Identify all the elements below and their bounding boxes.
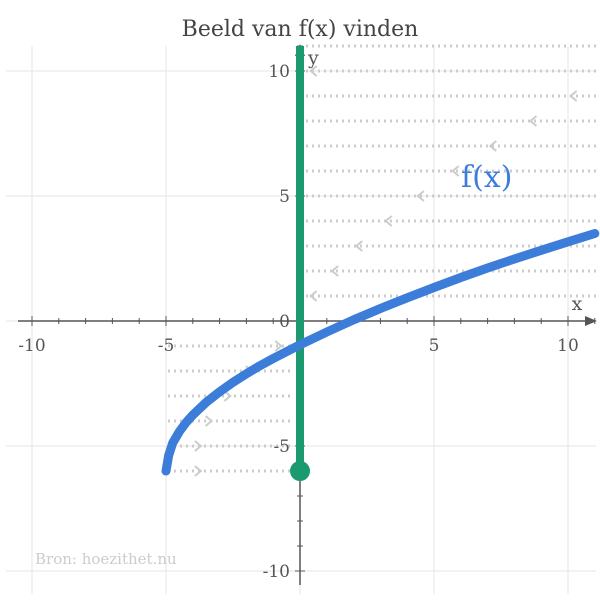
series-f-line (161, 229, 600, 476)
y-tick-label: -10 (263, 562, 290, 582)
arrow-head (194, 440, 203, 452)
y-tick-label: 10 (268, 62, 290, 82)
y-axis-label: y (307, 47, 319, 69)
arrow-head (416, 190, 425, 202)
arrow-head (451, 165, 460, 177)
arrow-head (354, 240, 363, 252)
arrow-head (204, 415, 214, 427)
y-tick-label: -5 (273, 437, 290, 457)
arrow-head (488, 140, 497, 152)
arrow-head (274, 340, 283, 352)
labels: Beeld van f(x) vinden x y f(x) Bron: hoe… (35, 17, 583, 568)
x-tick-label: 10 (557, 336, 579, 356)
arrow-head (194, 465, 203, 477)
preimage-arrows (168, 44, 596, 477)
x-tick-label: 5 (429, 336, 440, 356)
arrow-head (528, 115, 538, 127)
x-axis-label: x (572, 293, 583, 315)
range-of-f (290, 46, 310, 481)
origin-tick-label: 0 (279, 312, 290, 332)
x-tick-label: -10 (18, 336, 45, 356)
source-note: Bron: hoezithet.nu (35, 550, 177, 568)
arrow-head (569, 90, 578, 102)
arrow-head (330, 265, 339, 277)
series-f (161, 229, 600, 476)
arrow-head (384, 215, 393, 227)
range-endpoint (290, 461, 310, 481)
x-axis-arrow (585, 316, 597, 326)
arrow-head (223, 390, 232, 402)
x-tick-label: -5 (158, 336, 175, 356)
arrow-head (309, 290, 318, 302)
chart-title: Beeld van f(x) vinden (182, 17, 419, 42)
y-tick-label: 5 (279, 187, 290, 207)
series-label-f: f(x) (461, 160, 512, 195)
arrow-head (309, 65, 318, 77)
